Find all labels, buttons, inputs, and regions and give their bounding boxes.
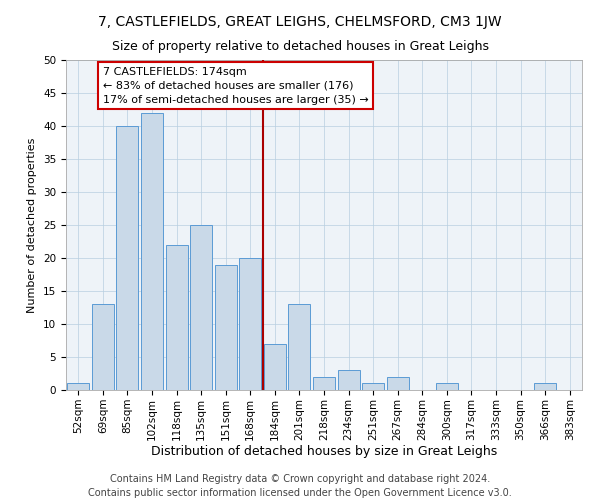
Bar bbox=[166, 245, 188, 390]
Bar bbox=[264, 344, 286, 390]
Bar bbox=[386, 377, 409, 390]
Text: 7, CASTLEFIELDS, GREAT LEIGHS, CHELMSFORD, CM3 1JW: 7, CASTLEFIELDS, GREAT LEIGHS, CHELMSFOR… bbox=[98, 15, 502, 29]
Bar bbox=[239, 258, 262, 390]
Bar bbox=[362, 384, 384, 390]
Bar bbox=[313, 377, 335, 390]
Bar bbox=[190, 225, 212, 390]
Bar bbox=[338, 370, 359, 390]
X-axis label: Distribution of detached houses by size in Great Leighs: Distribution of detached houses by size … bbox=[151, 446, 497, 458]
Bar bbox=[534, 384, 556, 390]
Bar bbox=[92, 304, 114, 390]
Text: 7 CASTLEFIELDS: 174sqm
← 83% of detached houses are smaller (176)
17% of semi-de: 7 CASTLEFIELDS: 174sqm ← 83% of detached… bbox=[103, 66, 368, 104]
Bar bbox=[289, 304, 310, 390]
Text: Size of property relative to detached houses in Great Leighs: Size of property relative to detached ho… bbox=[112, 40, 488, 53]
Bar bbox=[436, 384, 458, 390]
Y-axis label: Number of detached properties: Number of detached properties bbox=[28, 138, 37, 312]
Bar bbox=[67, 384, 89, 390]
Bar bbox=[116, 126, 139, 390]
Bar bbox=[215, 264, 237, 390]
Bar bbox=[141, 113, 163, 390]
Text: Contains HM Land Registry data © Crown copyright and database right 2024.
Contai: Contains HM Land Registry data © Crown c… bbox=[88, 474, 512, 498]
